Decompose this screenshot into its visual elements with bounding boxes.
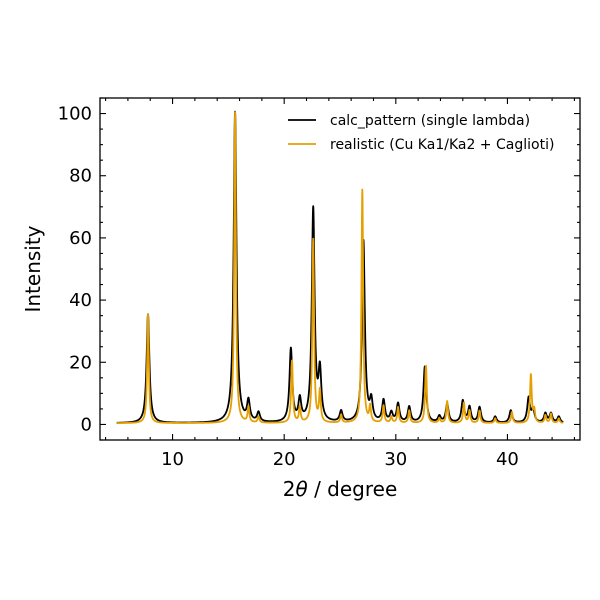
legend-label-2: realistic (Cu Ka1/Ka2 + Caglioti) bbox=[330, 137, 554, 153]
y-tick-label: 0 bbox=[81, 414, 92, 435]
y-axis-label: Intensity bbox=[21, 225, 45, 312]
y-tick-label: 20 bbox=[69, 352, 92, 373]
legend: calc_pattern (single lambda) realistic (C… bbox=[288, 113, 554, 153]
x-axis-label: 2θ / degree bbox=[283, 477, 398, 501]
x-tick-label: 30 bbox=[384, 449, 407, 470]
axis-ticks bbox=[100, 97, 580, 441]
x-tick-label: 40 bbox=[496, 449, 519, 470]
y-tick-label: 40 bbox=[69, 290, 92, 311]
tick-labels: 10 20 30 40 0 20 40 60 80 100 bbox=[58, 104, 519, 470]
series-line-2 bbox=[115, 111, 565, 424]
y-tick-label: 80 bbox=[69, 166, 92, 187]
legend-label-1: calc_pattern (single lambda) bbox=[330, 113, 530, 129]
series-line-1 bbox=[115, 110, 565, 424]
x-tick-label: 10 bbox=[161, 449, 184, 470]
y-tick-label: 100 bbox=[58, 104, 92, 125]
y-tick-label: 60 bbox=[69, 228, 92, 249]
x-tick-label: 20 bbox=[273, 449, 296, 470]
